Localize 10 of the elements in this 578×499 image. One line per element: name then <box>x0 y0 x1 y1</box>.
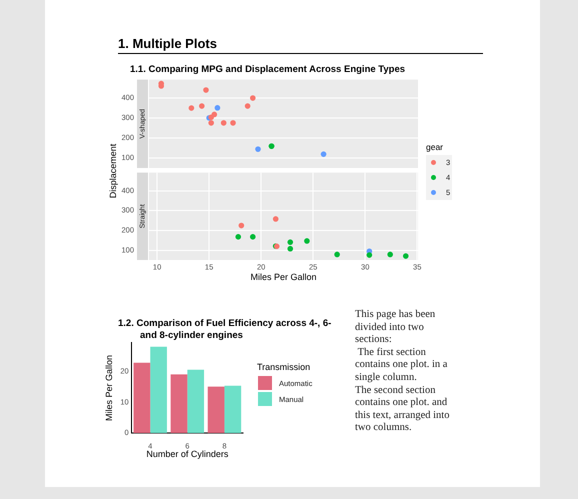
text: 1. Multiple Plots <box>118 36 483 54</box>
x-axis-title: Miles Per Gallon <box>250 272 317 282</box>
chart-title: 1.2. Comparison of Fuel Efficiency across 4-, 6- and 8-cylinder engines <box>118 318 332 342</box>
chart-title: 1.1. Comparing MPG and Displacement Across Engine Types <box>130 64 406 75</box>
y-axis-title: Displacement <box>108 143 118 198</box>
y-axis-title: Miles Per Gallon <box>104 354 114 421</box>
legend-title: Transmission <box>257 362 312 372</box>
legend-title: gear <box>426 142 444 152</box>
x-axis-title: Number of Cylinders <box>146 449 228 459</box>
text: This page has been divided into two sections: The first section contains one plot. in a single column. The second section contains one plot. and this text, arranged into two columns. <box>355 309 450 434</box>
